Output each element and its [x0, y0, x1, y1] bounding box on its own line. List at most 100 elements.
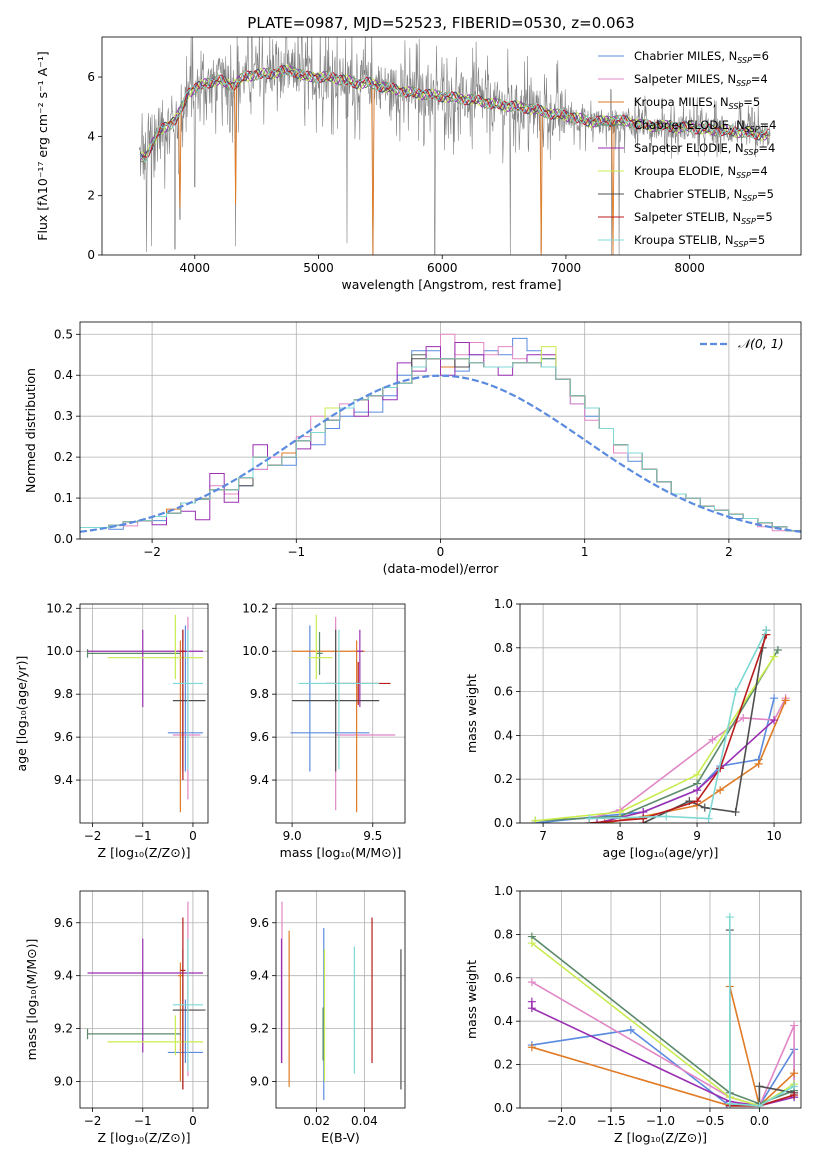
errorbar-point [316, 631, 323, 675]
mass-vs-EBV-x-axis-label: E(B-V) [321, 1130, 360, 1145]
mass-vs-Z-x-tick-label: −1 [134, 1114, 152, 1128]
age-vs-Z-y-tick-label: 9.8 [54, 687, 73, 701]
age-vs-Z-y-tick-label: 10.0 [46, 644, 73, 658]
age-vs-Z-y-tick-label: 9.4 [54, 773, 73, 787]
model-spectrum-kroupa-stelib [140, 66, 770, 164]
weight-vs-Z-x-axis-label: Z [log₁₀(Z/Z⊙)] [614, 1130, 707, 1145]
weight-marker [781, 696, 790, 705]
weight-line-salpeter-stelib [589, 634, 768, 823]
spectrum-y-tick-label: 6 [87, 70, 95, 84]
age-vs-Z-axes-frame [79, 603, 209, 824]
age-vs-mass-y-tick-label: 10.2 [242, 601, 269, 615]
residuals-y-axis-label: Normed distribution [23, 368, 38, 493]
weight-marker [739, 713, 748, 722]
mass-vs-Z-plot-area [86, 901, 206, 1090]
age-vs-mass-y-tick-label: 9.8 [250, 687, 269, 701]
weight-vs-Z-y-axis-label: mass weight [464, 960, 479, 1039]
model-spectrum-salpeter-stelib [140, 64, 770, 159]
weight-vs-Z-x-tick-label: −0.5 [695, 1114, 724, 1128]
weight-vs-age-y-axis-label: mass weight [464, 674, 479, 753]
mass-vs-Z-x-axis-label: Z [log₁₀(Z/Z⊙)] [98, 1130, 191, 1145]
weight-marker [755, 1082, 764, 1091]
weight-vs-Z-y-tick-label: 0.8 [494, 927, 513, 941]
residuals-x-tick-label: 1 [581, 545, 589, 559]
weight-vs-Z-plot-area [527, 913, 799, 1108]
weight-vs-age-y-tick-label: 0.0 [494, 816, 513, 830]
weight-vs-age-x-tick-label: 8 [616, 829, 624, 843]
legend-label: Chabrier MILES, NSSP=6 [634, 49, 769, 65]
age-vs-Z-y-tick-label: 10.2 [46, 601, 73, 615]
weight-marker [704, 814, 713, 823]
errorbar-point [172, 629, 203, 770]
spectrum-panel: 4000 5000 6000 7000 8000 0 2 4 6 wavelength [Angs… [35, 36, 802, 292]
weight-marker [790, 1021, 799, 1030]
weight-marker [531, 816, 540, 823]
errorbar-point [172, 616, 201, 800]
weight-vs-Z-x-tick-label: −1.5 [596, 1114, 625, 1128]
weight-marker [693, 797, 702, 806]
weight-line-kroupa-elodie [535, 656, 775, 822]
weight-vs-age-x-tick-label: 10 [766, 829, 781, 843]
weight-marker [626, 1025, 635, 1034]
spectrum-x-tick-label: 7000 [551, 261, 582, 275]
spectrum-y-tick-label: 2 [87, 189, 95, 203]
age-vs-Z-x-tick-label: −2 [84, 829, 102, 843]
legend-label: Salpeter STELIB, NSSP=5 [634, 210, 773, 226]
residuals-x-tick-label: 2 [725, 545, 733, 559]
mass-vs-Z-axes-frame [79, 890, 209, 1109]
weight-marker [600, 819, 609, 823]
observed-spectrum [138, 37, 771, 255]
weight-line-chabrier-stelib [642, 630, 768, 823]
errorbar-point [298, 629, 380, 770]
age-vs-mass-y-tick-label: 9.4 [250, 773, 269, 787]
age-vs-Z-plot-area [86, 614, 206, 813]
weight-vs-age-plot-area [531, 626, 790, 823]
residuals-x-tick-label: 0 [437, 545, 445, 559]
age-vs-Z-panel: −2 −1 0 9.4 9.6 9.8 10.0 10.2 Z [log₁₀(Z/Z⊙)] age… [14, 601, 209, 860]
weight-vs-age-y-tick-label: 0.2 [494, 772, 513, 786]
errorbar-point [335, 616, 396, 811]
age-vs-Z-x-tick-label: 0 [189, 829, 197, 843]
mass-vs-Z-y-tick-label: 9.0 [54, 1075, 73, 1089]
legend-label: Chabrier ELODIE, NSSP=4 [634, 118, 776, 134]
weight-vs-age-panel: 7 8 9 10 0.0 0.2 0.4 0.6 0.8 1.0 age [log₁₀(age/yr… [464, 597, 802, 860]
spectrum-x-axis-label: wavelength [Angstrom, rest frame] [341, 277, 561, 292]
weight-marker [693, 786, 702, 795]
weight-marker [616, 808, 625, 817]
weight-vs-Z-x-tick-label: −1.0 [646, 1114, 675, 1128]
weight-marker [755, 1101, 764, 1108]
weight-vs-Z-axes-frame [519, 890, 802, 1109]
age-vs-mass-panel: 9.0 9.5 9.4 9.6 9.8 10.0 10.2 mass [log₁₀(M/M⊙)… [242, 601, 406, 860]
errorbar-point [172, 949, 206, 1090]
errorbar-point [87, 938, 203, 1053]
weight-vs-age-x-axis-label: age [log₁₀(age/yr)] [603, 845, 719, 860]
legend-label: Kroupa MILES, NSSP=5 [634, 95, 760, 111]
weight-marker [770, 652, 779, 661]
age-vs-mass-y-tick-label: 10.0 [242, 644, 269, 658]
normal-curve [80, 374, 801, 533]
weight-marker [639, 814, 648, 823]
legend-label: Kroupa ELODIE, NSSP=4 [634, 164, 768, 180]
weight-marker [708, 735, 717, 744]
residuals-axes-frame [79, 321, 802, 540]
weight-vs-age-x-tick-label: 7 [539, 829, 547, 843]
weight-marker [716, 786, 725, 795]
mass-vs-EBV-x-tick-label: 0.02 [303, 1114, 330, 1128]
errorbar-point [107, 1015, 203, 1056]
mass-vs-EBV-y-tick-label: 9.0 [250, 1075, 269, 1089]
weight-line-chabrier-elodie [531, 935, 795, 1105]
legend-label: Chabrier STELIB, NSSP=5 [634, 187, 774, 203]
spectrum-y-tick-label: 4 [87, 129, 95, 143]
weight-vs-Z-x-tick-label: −2.0 [547, 1114, 576, 1128]
weight-vs-age-y-tick-label: 0.8 [494, 641, 513, 655]
legend-label: Salpeter MILES, NSSP=4 [634, 72, 768, 88]
weight-line-kroupa-elodie [531, 942, 795, 1107]
weight-vs-Z-y-tick-label: 1.0 [494, 884, 513, 898]
errorbar-point [167, 625, 203, 772]
mass-vs-Z-y-tick-label: 9.6 [54, 916, 73, 930]
errorbar-point [177, 640, 183, 813]
age-vs-mass-plot-area [290, 614, 396, 813]
weight-line-kroupa-stelib [729, 917, 795, 1107]
weight-marker [725, 913, 734, 922]
